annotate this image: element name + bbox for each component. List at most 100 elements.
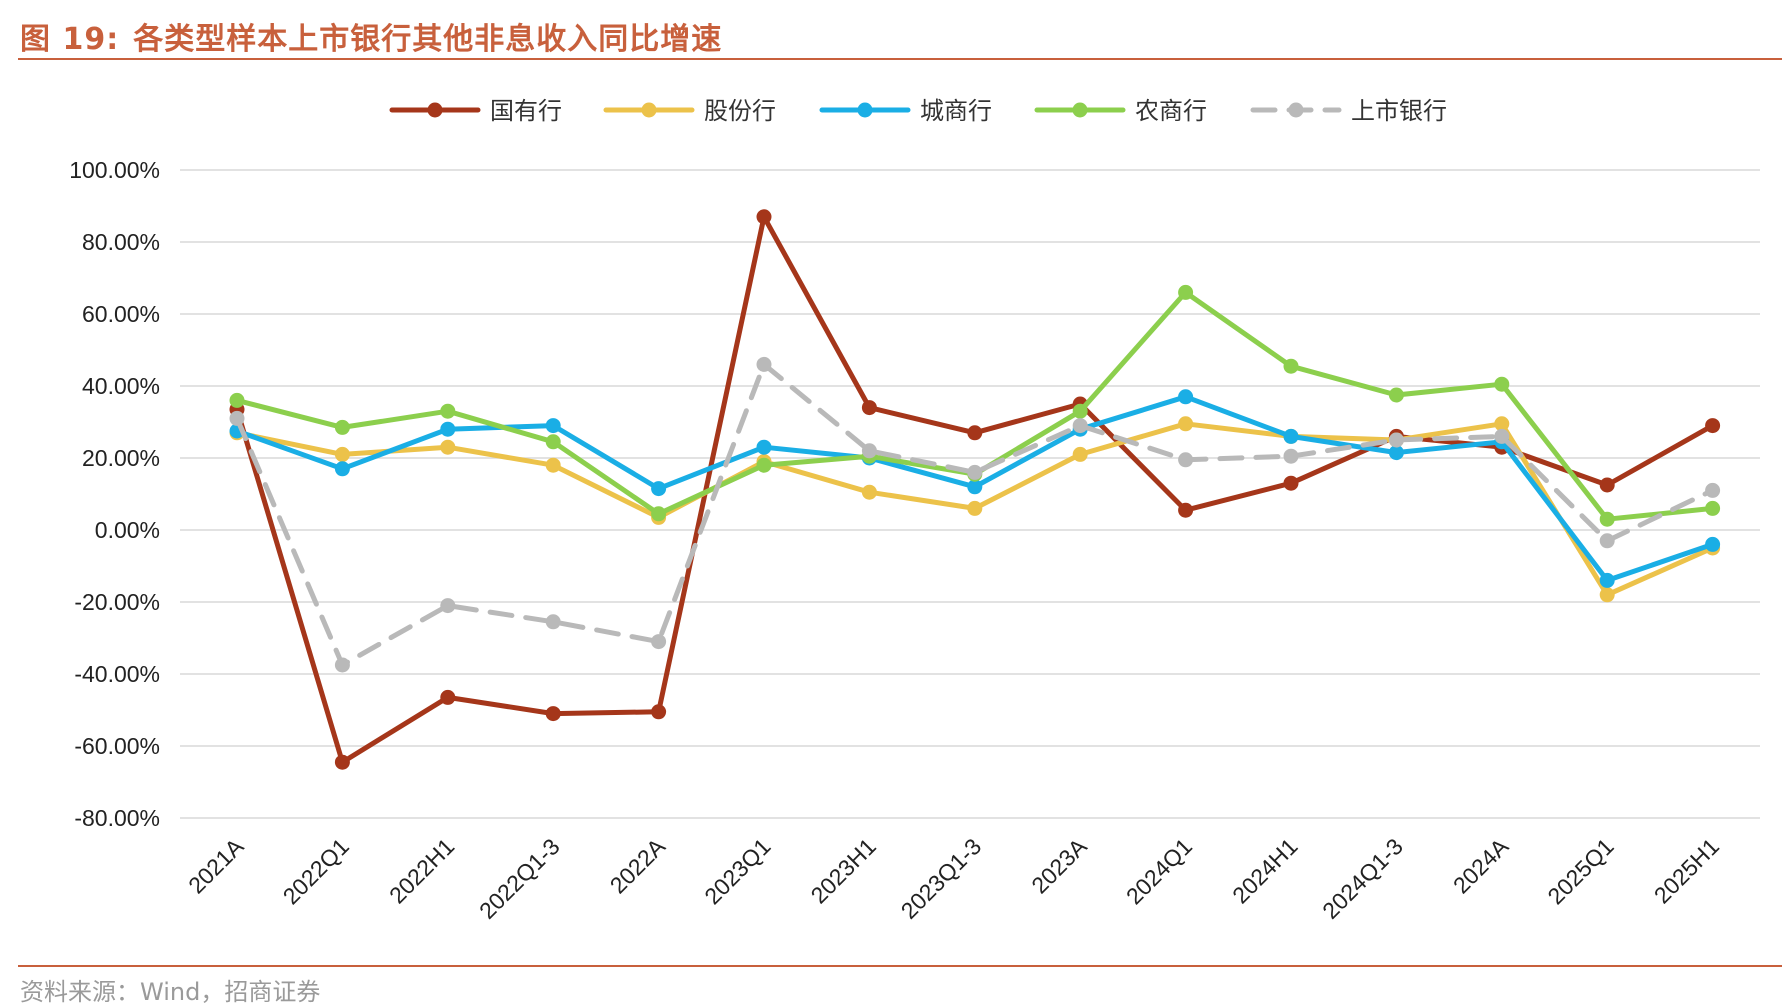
data-point <box>1283 448 1299 464</box>
y-tick-label: 40.00% <box>82 373 160 399</box>
data-point <box>861 484 877 500</box>
data-point <box>1705 536 1721 552</box>
legend-label: 城商行 <box>920 97 992 125</box>
legend-item: 国有行 <box>389 97 562 125</box>
data-point <box>545 457 561 473</box>
chart-legend: 国有行 股份行 城商行 农商行 上市银行 <box>389 97 1447 125</box>
source-note: 资料来源：Wind，招商证券 <box>20 978 321 1006</box>
data-point <box>967 464 983 480</box>
legend-marker <box>1288 102 1304 118</box>
x-axis: 2021A 2022Q1 2022H1 2022Q1-3 2022A 2023Q1 2023… <box>183 833 1724 924</box>
data-point <box>1705 500 1721 516</box>
data-point <box>1178 389 1194 405</box>
data-point <box>440 421 456 437</box>
data-point <box>334 754 350 770</box>
data-point <box>1599 587 1615 603</box>
data-point <box>756 439 772 455</box>
y-tick-label: -60.00% <box>74 733 160 759</box>
data-point <box>1599 511 1615 527</box>
data-point <box>756 457 772 473</box>
x-tick-label: 2022A <box>605 833 671 899</box>
data-point <box>967 425 983 441</box>
data-point <box>1494 416 1510 432</box>
data-point <box>756 209 772 225</box>
data-point <box>861 443 877 459</box>
data-point <box>1072 446 1088 462</box>
data-point <box>651 506 667 522</box>
figure-number: 19: <box>62 22 120 57</box>
x-tick-label: 2023Q1 <box>699 833 775 909</box>
source-divider <box>18 965 1782 967</box>
data-point <box>334 657 350 673</box>
data-point <box>651 704 667 720</box>
figure-title: 图 19: 各类型样本上市银行其他非息收入同比增速 <box>20 14 722 58</box>
data-point <box>545 418 561 434</box>
data-point <box>1283 358 1299 374</box>
data-point <box>1705 482 1721 498</box>
y-tick-label: 60.00% <box>82 301 160 327</box>
data-point <box>1072 418 1088 434</box>
data-point <box>545 614 561 630</box>
data-point <box>229 392 245 408</box>
data-point <box>1388 387 1404 403</box>
legend-marker <box>1072 102 1088 118</box>
y-tick-label: 20.00% <box>82 445 160 471</box>
data-point <box>651 481 667 497</box>
data-point <box>651 634 667 650</box>
x-tick-label: 2022H1 <box>384 833 459 908</box>
data-point <box>861 400 877 416</box>
x-tick-label: 2025H1 <box>1649 833 1724 908</box>
data-point <box>1178 452 1194 468</box>
y-tick-label: -80.00% <box>74 805 160 831</box>
x-tick-label: 2023A <box>1026 833 1092 899</box>
legend-marker <box>641 102 657 118</box>
x-tick-label: 2023Q1-3 <box>896 833 987 924</box>
title-divider <box>18 58 1782 60</box>
data-point <box>1599 477 1615 493</box>
x-tick-label: 2022Q1-3 <box>474 833 565 924</box>
data-point <box>1178 284 1194 300</box>
chart-gridlines <box>180 169 1760 819</box>
legend-marker <box>857 102 873 118</box>
data-point <box>545 434 561 450</box>
y-tick-label: 0.00% <box>95 517 160 543</box>
data-point <box>1178 416 1194 432</box>
data-point <box>1072 403 1088 419</box>
x-tick-label: 2024Q1-3 <box>1317 833 1408 924</box>
data-point <box>1599 533 1615 549</box>
legend-label: 农商行 <box>1135 97 1207 125</box>
data-point <box>440 439 456 455</box>
line-chart: 国有行 股份行 城商行 农商行 上市银行 100.00% 80.00% 60.00% 40.0… <box>69 97 1760 924</box>
data-point <box>440 403 456 419</box>
x-tick-label: 2022Q1 <box>278 833 354 909</box>
legend-item: 农商行 <box>1034 97 1207 125</box>
legend-label: 上市银行 <box>1351 97 1447 125</box>
x-tick-label: 2024H1 <box>1227 833 1302 908</box>
data-point <box>1283 475 1299 491</box>
legend-marker <box>427 102 443 118</box>
data-point <box>967 500 983 516</box>
x-tick-label: 2025Q1 <box>1542 833 1618 909</box>
data-point <box>1494 376 1510 392</box>
data-point <box>1283 428 1299 444</box>
data-point <box>229 410 245 426</box>
legend-label: 股份行 <box>704 97 776 125</box>
data-point <box>440 598 456 614</box>
data-point <box>1494 428 1510 444</box>
y-axis: 100.00% 80.00% 60.00% 40.00% 20.00% 0.00% -20.… <box>69 157 160 831</box>
data-point <box>1178 502 1194 518</box>
x-tick-label: 2024Q1 <box>1121 833 1197 909</box>
series-5 <box>229 356 1721 673</box>
data-point <box>756 356 772 372</box>
data-point <box>1599 572 1615 588</box>
figure-label: 图 <box>20 22 51 57</box>
data-point <box>334 446 350 462</box>
x-tick-label: 2023H1 <box>806 833 881 908</box>
data-point <box>334 461 350 477</box>
x-tick-label: 2021A <box>183 833 249 899</box>
legend-item: 上市银行 <box>1250 97 1447 125</box>
data-point <box>334 419 350 435</box>
series-3 <box>229 389 1721 588</box>
legend-label: 国有行 <box>490 97 562 125</box>
data-point <box>1388 445 1404 461</box>
